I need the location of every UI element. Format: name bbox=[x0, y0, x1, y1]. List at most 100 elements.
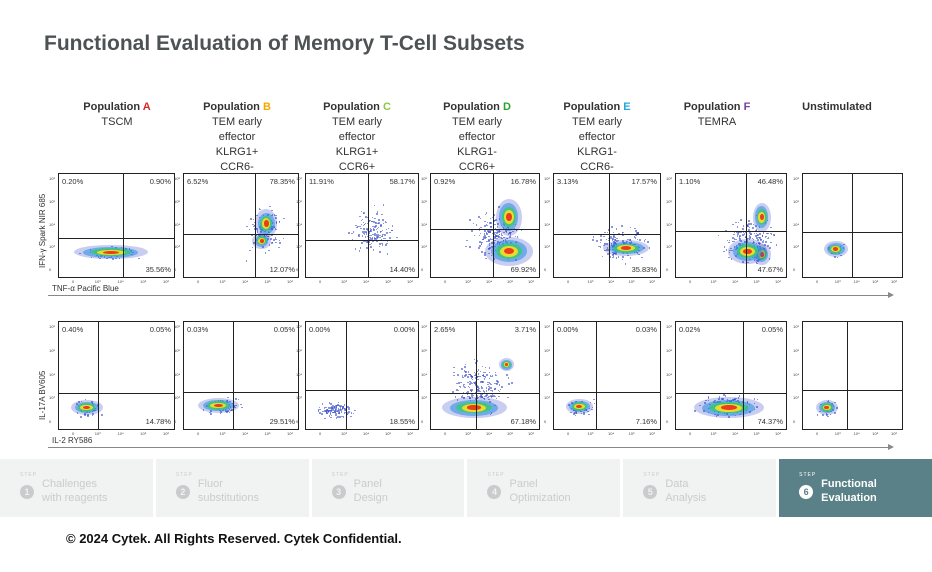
x-tick-label: 10⁶ bbox=[287, 431, 294, 436]
population-prefix: Population bbox=[323, 101, 383, 113]
step-6[interactable]: STEP 6 Functional Evaluation bbox=[779, 459, 932, 517]
event-dot bbox=[355, 224, 357, 227]
event-dot bbox=[484, 254, 486, 256]
event-dot bbox=[461, 396, 463, 398]
event-dot bbox=[382, 233, 385, 236]
event-dot bbox=[220, 411, 222, 413]
event-dot bbox=[341, 415, 343, 418]
quadrant-percent-lr: 74.37% bbox=[757, 417, 783, 426]
event-dot bbox=[616, 240, 618, 242]
event-dot bbox=[493, 241, 495, 244]
x-tick-label: 10⁶ bbox=[407, 279, 414, 284]
quadrant-percent-lr: 67.18% bbox=[510, 417, 536, 426]
event-dot bbox=[733, 233, 736, 236]
event-dot bbox=[376, 222, 378, 225]
quadrant-percent-ur: 0.05% bbox=[149, 325, 171, 334]
event-dot bbox=[722, 398, 724, 400]
event-dot bbox=[507, 233, 510, 235]
event-dot bbox=[210, 410, 212, 412]
event-dot bbox=[326, 412, 328, 415]
event-dot bbox=[337, 403, 340, 406]
population-description: TEM early bbox=[211, 116, 263, 128]
quadrant-gate-horizontal bbox=[59, 237, 174, 239]
step-1[interactable]: STEP 1 Challenges with reagents bbox=[0, 459, 153, 517]
event-dot bbox=[352, 231, 355, 233]
event-dot bbox=[490, 389, 492, 392]
event-dot bbox=[109, 256, 112, 259]
step-5[interactable]: STEP 5 Data Analysis bbox=[623, 459, 777, 517]
event-dot bbox=[235, 404, 237, 407]
event-dot bbox=[591, 406, 594, 409]
event-dot bbox=[330, 403, 332, 405]
event-dot bbox=[376, 227, 379, 230]
y-tick-label: 10⁶ bbox=[49, 324, 56, 329]
event-dot bbox=[494, 227, 497, 230]
x-tick-label: 10⁴ bbox=[242, 431, 249, 436]
event-dot bbox=[478, 390, 480, 392]
event-dot bbox=[369, 234, 371, 237]
event-dot bbox=[99, 257, 101, 260]
event-dot bbox=[370, 228, 373, 231]
event-dot bbox=[495, 219, 498, 221]
event-dot bbox=[500, 236, 502, 239]
event-dot bbox=[332, 409, 334, 412]
event-dot bbox=[614, 239, 616, 241]
event-dot bbox=[331, 407, 334, 410]
event-dot bbox=[335, 408, 337, 411]
x-tick-label: 10⁵ bbox=[753, 279, 760, 284]
event-dot bbox=[753, 232, 756, 235]
event-dot bbox=[234, 406, 236, 409]
event-dot bbox=[483, 391, 486, 393]
event-dot bbox=[464, 363, 467, 366]
event-dot bbox=[494, 374, 497, 376]
event-dot bbox=[491, 229, 493, 231]
step-4[interactable]: STEP 4 Panel Optimization bbox=[467, 459, 621, 517]
event-dot bbox=[360, 219, 363, 222]
event-dot bbox=[341, 407, 344, 409]
x-tick-label: 10³ bbox=[465, 279, 471, 284]
x-tick-label: 10³ bbox=[834, 279, 841, 284]
event-dot bbox=[471, 389, 473, 391]
y-tick-label: 10⁴ bbox=[421, 221, 428, 227]
event-dot bbox=[603, 244, 605, 247]
event-dot bbox=[319, 408, 321, 411]
event-dot bbox=[610, 237, 612, 239]
quadrant-gate-horizontal bbox=[554, 391, 660, 393]
step-3[interactable]: STEP 3 Panel Design bbox=[311, 459, 465, 517]
event-dot bbox=[479, 381, 482, 383]
population-description: TEM early bbox=[331, 116, 383, 128]
event-dot bbox=[748, 220, 750, 222]
x-tick-label: 0 bbox=[567, 279, 570, 284]
event-dot bbox=[365, 233, 368, 235]
event-dot bbox=[371, 220, 373, 223]
x-tick-label: 10⁶ bbox=[775, 279, 782, 284]
event-dot bbox=[115, 257, 117, 260]
event-dot bbox=[705, 399, 707, 402]
quadrant-percent-ur: 17.57% bbox=[631, 177, 657, 186]
event-dot bbox=[493, 220, 495, 222]
event-dot bbox=[480, 241, 483, 244]
x-tick-label: 10⁶ bbox=[891, 279, 898, 284]
event-dot bbox=[621, 225, 623, 227]
x-tick-label: 10⁴ bbox=[732, 279, 739, 284]
event-dot bbox=[278, 220, 281, 223]
event-dot bbox=[480, 386, 483, 388]
event-dot bbox=[635, 234, 637, 236]
event-dot bbox=[275, 217, 277, 219]
event-dot bbox=[482, 374, 485, 376]
event-dot bbox=[743, 241, 746, 243]
event-dot bbox=[84, 414, 86, 416]
event-dot bbox=[227, 396, 229, 399]
event-dot bbox=[627, 238, 629, 241]
step-label: Functional Evaluation bbox=[821, 478, 877, 504]
event-dot bbox=[381, 233, 384, 236]
quadrant-gate-horizontal bbox=[803, 231, 902, 233]
event-dot bbox=[368, 232, 370, 234]
event-dot bbox=[588, 407, 591, 410]
step-2[interactable]: STEP 2 Fluor substitutions bbox=[155, 459, 309, 517]
event-dot bbox=[84, 398, 87, 401]
x-tick-label: 10⁵ bbox=[507, 431, 514, 436]
event-dot bbox=[357, 235, 360, 237]
event-dot bbox=[382, 237, 385, 240]
event-dot bbox=[340, 405, 342, 408]
